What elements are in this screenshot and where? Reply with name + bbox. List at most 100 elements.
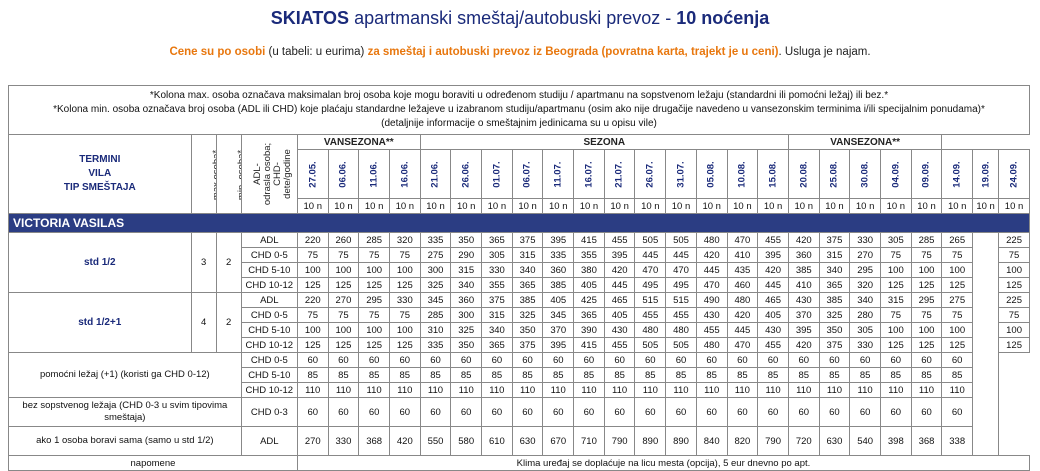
date-header: 11.07. <box>542 149 575 199</box>
price-cell: 480 <box>665 322 697 338</box>
note-line: (detaljnije informacije o smeštajnim jed… <box>381 118 657 129</box>
price-cell: 315 <box>481 307 513 323</box>
price-cell: 330 <box>849 337 881 353</box>
price-cell: 110 <box>879 382 912 398</box>
price-cell: 460 <box>726 277 759 293</box>
footer-label: napomene <box>8 455 298 471</box>
price-cell: 60 <box>818 352 851 368</box>
price-cell: 335 <box>419 337 452 353</box>
price-info: Cene su po osobi (u tabeli: u eurima) za… <box>169 46 871 58</box>
price-cell: 305 <box>879 232 912 248</box>
price-cell: 60 <box>573 352 605 368</box>
date-header: 04.09. <box>879 149 912 199</box>
price-cell: 60 <box>327 352 360 368</box>
price-cell: 100 <box>296 322 329 338</box>
date-header: 09.09. <box>910 149 943 199</box>
nights-cell: 10 n <box>450 198 483 214</box>
price-cell: 75 <box>998 247 1030 263</box>
price-cell: 305 <box>481 247 513 263</box>
price-cell: 480 <box>695 337 728 353</box>
date-label: 25.08. <box>828 160 840 188</box>
price-cell: 85 <box>818 367 851 383</box>
price-cell: 75 <box>327 307 360 323</box>
date-header: 27.05. <box>296 149 329 199</box>
price-cell: 365 <box>511 277 544 293</box>
date-header: 21.06. <box>419 149 452 199</box>
date-label: 19.09. <box>980 160 992 188</box>
extra-label: bez sopstvenog ležaja (CHD 0-3 u svim ti… <box>8 397 242 427</box>
price-cell: 110 <box>419 382 452 398</box>
category-cell: ADL <box>240 232 298 248</box>
price-cell: 60 <box>787 397 820 427</box>
price-cell: 455 <box>757 232 789 248</box>
price-cell: 285 <box>419 307 452 323</box>
price-cell: 505 <box>665 337 697 353</box>
category-cell: CHD 5-10 <box>240 322 298 338</box>
price-cell: 398 <box>879 426 912 456</box>
price-cell: 85 <box>910 367 943 383</box>
nights-cell: 10 n <box>849 198 881 214</box>
price-cell: 395 <box>542 232 575 248</box>
price-cell: 580 <box>450 426 483 456</box>
category-cell: CHD 0-5 <box>240 352 298 368</box>
price-cell: 60 <box>910 397 943 427</box>
date-label: 06.06. <box>337 160 349 188</box>
price-cell: 60 <box>910 352 943 368</box>
price-cell: 110 <box>787 382 820 398</box>
date-label: 01.07. <box>491 160 503 188</box>
price-cell: 430 <box>757 322 789 338</box>
termini-label: TERMINI <box>79 154 121 165</box>
price-cell: 125 <box>327 277 360 293</box>
price-cell: 85 <box>327 367 360 383</box>
price-cell: 100 <box>388 322 421 338</box>
date-header: 30.08. <box>849 149 881 199</box>
max-osoba-header: max.osoba* <box>190 134 217 214</box>
price-cell: 60 <box>757 352 789 368</box>
price-cell: 395 <box>603 247 636 263</box>
price-cell: 365 <box>481 337 513 353</box>
price-cell: 270 <box>849 247 881 263</box>
price-cell: 540 <box>849 426 881 456</box>
price-cell: 60 <box>542 352 575 368</box>
price-cell: 75 <box>296 307 329 323</box>
price-cell: 75 <box>910 247 943 263</box>
price-table: *Kolona max. osoba označava maksimalan b… <box>8 85 1031 471</box>
room-type: std 1/2 <box>8 232 192 293</box>
price-cell: 60 <box>849 352 881 368</box>
price-cell: 420 <box>757 262 789 278</box>
price-cell: 85 <box>787 367 820 383</box>
price-cell: 75 <box>327 247 360 263</box>
price-cell: 375 <box>818 337 851 353</box>
price-cell: 85 <box>695 367 728 383</box>
price-cell: 110 <box>849 382 881 398</box>
price-cell: 110 <box>665 382 697 398</box>
date-header: 26.07. <box>634 149 667 199</box>
price-cell: 265 <box>941 232 974 248</box>
price-cell: 60 <box>603 352 636 368</box>
note-line: *Kolona max. osoba označava maksimalan b… <box>149 90 889 101</box>
price-cell: 85 <box>573 367 605 383</box>
price-cell: 515 <box>634 292 667 308</box>
price-cell: 305 <box>849 322 881 338</box>
date-label: 21.06. <box>429 160 441 188</box>
price-cell: 455 <box>603 232 636 248</box>
price-cell: 125 <box>910 277 943 293</box>
date-header: 25.08. <box>818 149 851 199</box>
price-cell: 60 <box>542 397 575 427</box>
price-cell: 125 <box>388 337 421 353</box>
price-cell: 340 <box>849 292 881 308</box>
price-cell: 325 <box>511 307 544 323</box>
price-cell: 85 <box>634 367 667 383</box>
price-cell: 350 <box>450 232 483 248</box>
price-cell: 220 <box>296 232 329 248</box>
season-header: SEZONA <box>419 134 789 150</box>
price-cell: 280 <box>849 307 881 323</box>
date-header: 15.08. <box>757 149 789 199</box>
price-cell: 110 <box>818 382 851 398</box>
price-cell: 100 <box>941 322 974 338</box>
price-cell: 385 <box>787 262 820 278</box>
price-cell: 110 <box>358 382 390 398</box>
price-cell: 110 <box>296 382 329 398</box>
category-cell: CHD 5-10 <box>240 262 298 278</box>
price-cell: 60 <box>358 397 390 427</box>
